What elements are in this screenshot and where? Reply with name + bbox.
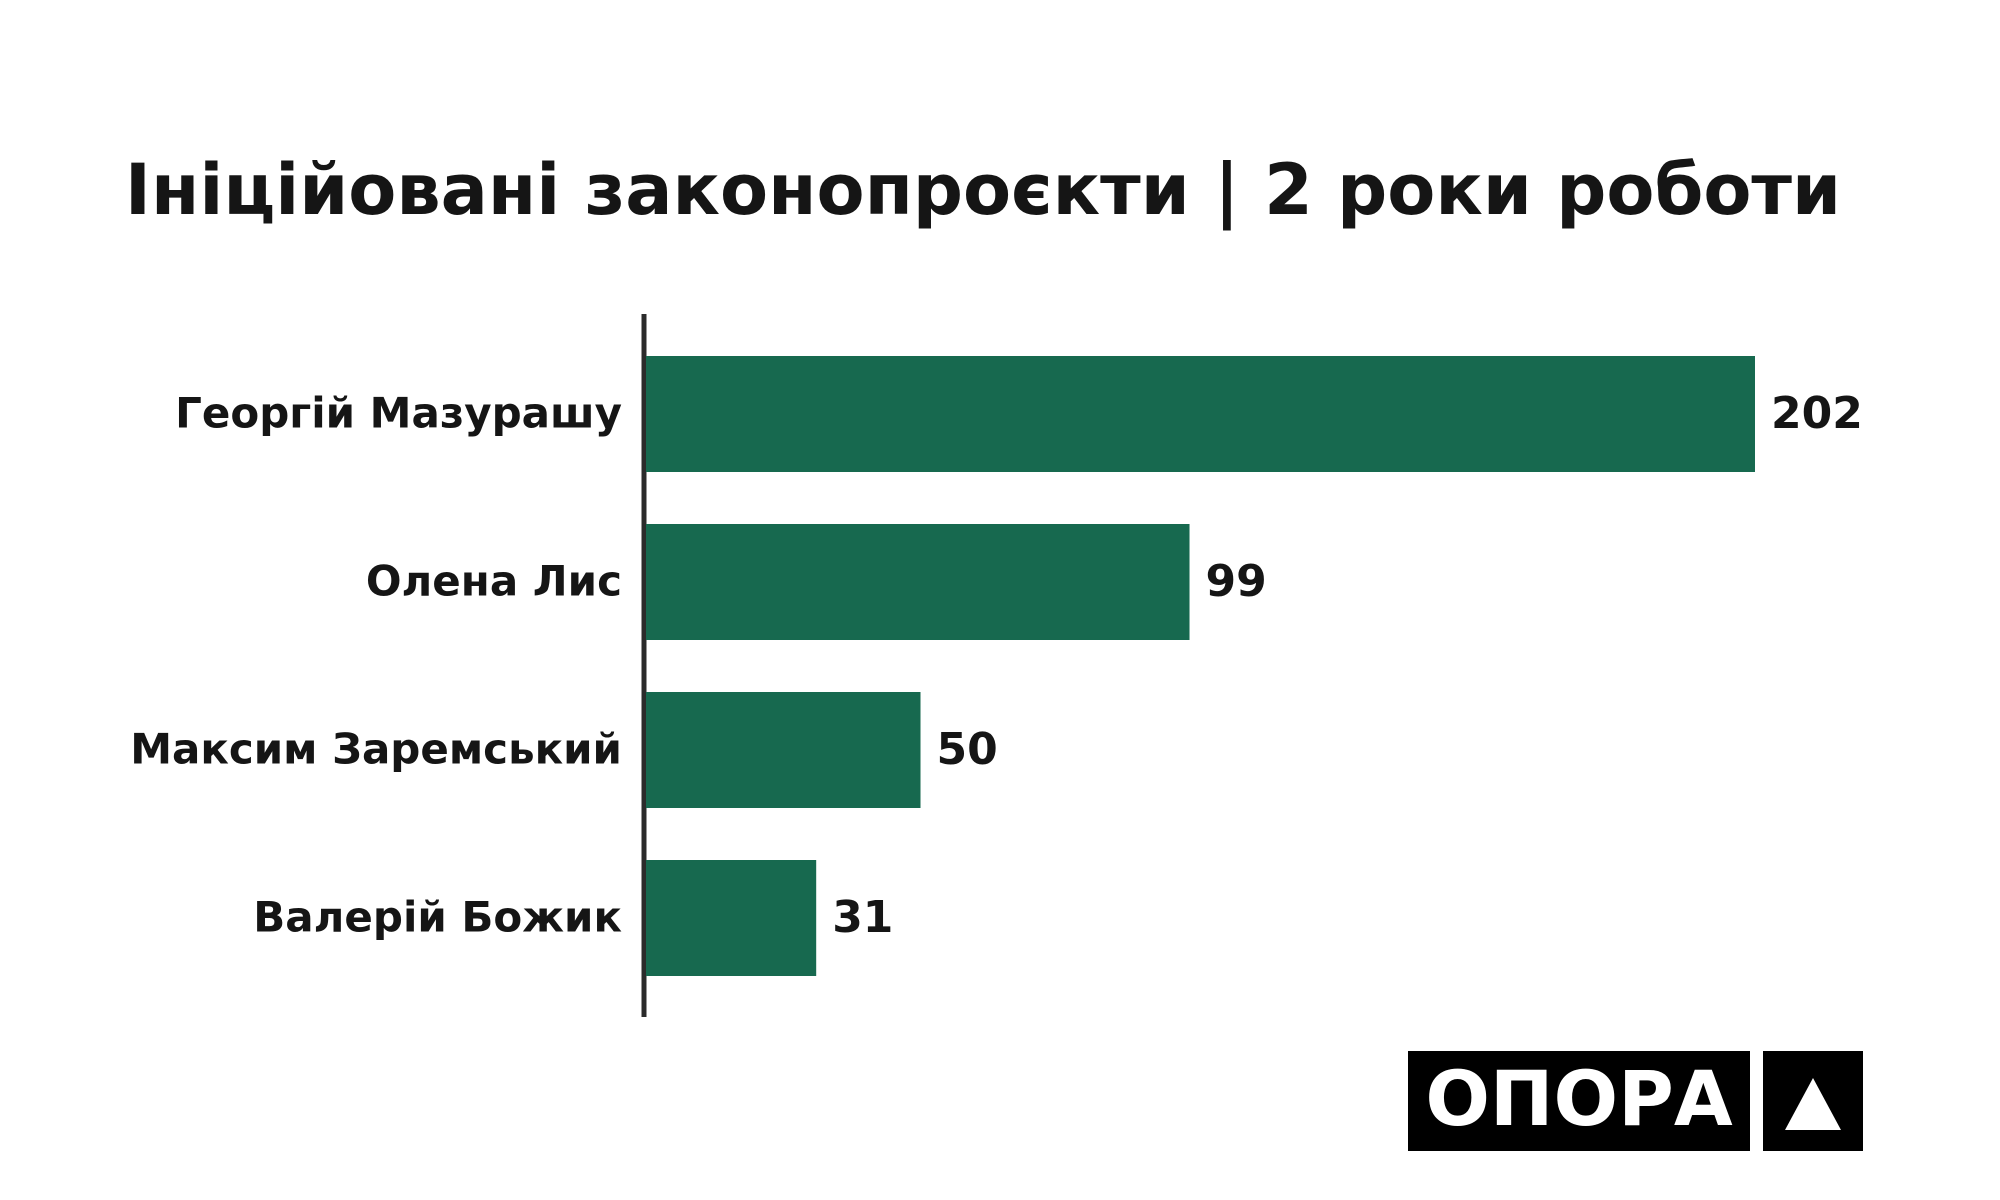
category-label: Георгій Мазурашу bbox=[175, 389, 622, 438]
value-label: 99 bbox=[1206, 556, 1267, 607]
value-label: 50 bbox=[937, 724, 998, 775]
value-label: 31 bbox=[832, 892, 893, 943]
bar bbox=[646, 356, 1755, 472]
bar bbox=[646, 692, 921, 808]
category-label: Валерій Божик bbox=[253, 893, 622, 942]
value-label: 202 bbox=[1771, 388, 1863, 439]
bar bbox=[646, 524, 1190, 640]
chart-title: Ініційовані законопроєкти | 2 роки робот… bbox=[125, 149, 1841, 231]
logo-box bbox=[1408, 1051, 1750, 1151]
bar bbox=[646, 860, 817, 976]
category-label: Олена Лис bbox=[366, 557, 622, 606]
logo-text: ОПОРА bbox=[1425, 1054, 1733, 1143]
logo-triangle bbox=[1785, 1078, 1841, 1130]
category-label: Максим Заремський bbox=[130, 725, 622, 774]
